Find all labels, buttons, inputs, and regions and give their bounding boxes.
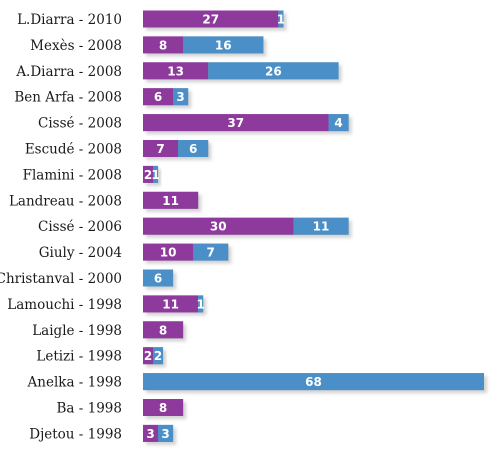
category-label: Ben Arfa - 2008 — [14, 90, 122, 106]
category-label: Flamini - 2008 — [23, 167, 122, 183]
bar-value-label: 8 — [159, 401, 167, 415]
bar-row: Mexès - 2008 8 16 — [30, 36, 264, 54]
category-label: Letizi - 1998 — [36, 349, 122, 365]
category-label: Djetou - 1998 — [29, 426, 122, 442]
bar-segment-blue — [198, 295, 204, 313]
bar-value-label: 1 — [277, 13, 285, 27]
bar-row: Ba - 1998 8 — [57, 399, 184, 417]
bar-value-label: 26 — [265, 64, 282, 78]
bar-value-label: 13 — [167, 64, 184, 78]
category-label: A.Diarra - 2008 — [15, 64, 122, 80]
bar-value-label: 68 — [305, 375, 322, 389]
bar-segment-blue — [178, 140, 209, 157]
bar-segment-purple — [143, 114, 329, 132]
bar-segment-purple — [143, 321, 184, 339]
bar-segment-blue — [143, 373, 484, 391]
bar-segment-purple — [143, 295, 199, 313]
bar-row: Flamini - 2008 2 1 — [23, 165, 160, 183]
bar-value-label: 6 — [189, 142, 197, 156]
bar-segment-blue — [293, 217, 349, 235]
bar-row: Ben Arfa - 2008 6 3 — [14, 88, 189, 106]
bar-row: Landreau - 2008 11 — [9, 191, 199, 209]
bar-segment-blue — [208, 62, 339, 80]
bar-segment-blue — [183, 36, 264, 54]
bar-row: Djetou - 1998 3 3 — [29, 424, 174, 442]
bar-value-label: 6 — [154, 272, 162, 286]
bar-segment-blue — [278, 10, 284, 28]
bar-segment-purple — [143, 424, 159, 442]
bar-segment-purple — [143, 399, 184, 416]
category-label: Anelka - 1998 — [27, 375, 122, 391]
category-label: L.Diarra - 2010 — [17, 12, 122, 28]
category-label: Ba - 1998 — [57, 401, 122, 417]
bar-value-label: 10 — [160, 246, 177, 260]
bar-row: Cissé - 2006 30 11 — [38, 217, 349, 235]
category-label: Cissé - 2008 — [38, 116, 122, 132]
bar-segment-blue — [173, 88, 189, 106]
bar-value-label: 11 — [313, 220, 330, 234]
bar-value-label: 3 — [161, 427, 169, 441]
bar-value-label: 37 — [227, 116, 244, 130]
bar-value-label: 8 — [159, 323, 167, 337]
bar-value-label: 7 — [156, 142, 164, 156]
bar-segment-purple — [143, 88, 174, 106]
bar-value-label: 16 — [215, 38, 232, 52]
bar-value-label: 11 — [162, 194, 179, 208]
category-label: Lamouchi - 1998 — [7, 297, 122, 313]
bar-value-label: 3 — [146, 427, 154, 441]
bar-segment-purple — [143, 191, 199, 209]
bar-value-label: 4 — [334, 116, 342, 130]
bar-value-label: 27 — [202, 13, 219, 27]
bar-value-label: 1 — [196, 297, 204, 311]
bar-row: A.Diarra - 2008 13 26 — [15, 62, 339, 80]
category-label: Laigle - 1998 — [32, 323, 122, 339]
bar-value-label: 30 — [210, 220, 227, 234]
bar-value-label: 2 — [154, 349, 162, 363]
bar-row: L.Diarra - 2010 27 1 — [17, 10, 285, 28]
bar-value-label: 1 — [151, 168, 159, 182]
category-label: Giuly - 2004 — [39, 245, 122, 261]
bar-row: Christanval - 2000 6 — [0, 269, 174, 287]
bar-segment-purple — [143, 165, 154, 183]
bar-value-label: 3 — [176, 90, 184, 104]
bar-value-label: 11 — [162, 297, 179, 311]
bar-segment-blue — [153, 165, 159, 183]
bar-row: Anelka - 1998 68 — [27, 373, 484, 391]
bar-segment-blue — [153, 347, 164, 365]
bar-value-label: 2 — [144, 168, 152, 182]
bar-segment-blue — [193, 243, 229, 261]
bar-row: Letizi - 1998 2 2 — [36, 347, 164, 365]
bar-segment-blue — [143, 269, 174, 287]
bar-row: Laigle - 1998 8 — [32, 321, 184, 339]
category-label: Escudé - 2008 — [25, 142, 122, 158]
bar-segment-purple — [143, 36, 184, 54]
bar-segment-blue — [158, 424, 174, 442]
bar-value-label: 6 — [154, 90, 162, 104]
bar-segment-purple — [143, 243, 194, 261]
bar-value-label: 7 — [207, 246, 215, 260]
category-label: Landreau - 2008 — [9, 193, 122, 209]
bar-row: Cissé - 2008 37 4 — [38, 114, 349, 132]
bar-value-label: 2 — [144, 349, 152, 363]
bar-segment-blue — [328, 114, 349, 132]
category-label: Cissé - 2006 — [38, 219, 122, 235]
bar-segment-purple — [143, 10, 279, 28]
bar-value-label: 8 — [159, 38, 167, 52]
bar-segment-purple — [143, 217, 294, 235]
bar-segment-purple — [143, 62, 209, 80]
bar-segment-purple — [143, 347, 154, 365]
bar-row: Giuly - 2004 10 7 — [39, 243, 229, 261]
category-label: Christanval - 2000 — [0, 271, 122, 287]
category-label: Mexès - 2008 — [30, 38, 122, 54]
bar-segment-purple — [143, 140, 179, 157]
bar-row: Lamouchi - 1998 11 1 — [7, 295, 205, 313]
bar-row: Escudé - 2008 7 6 — [25, 140, 209, 158]
